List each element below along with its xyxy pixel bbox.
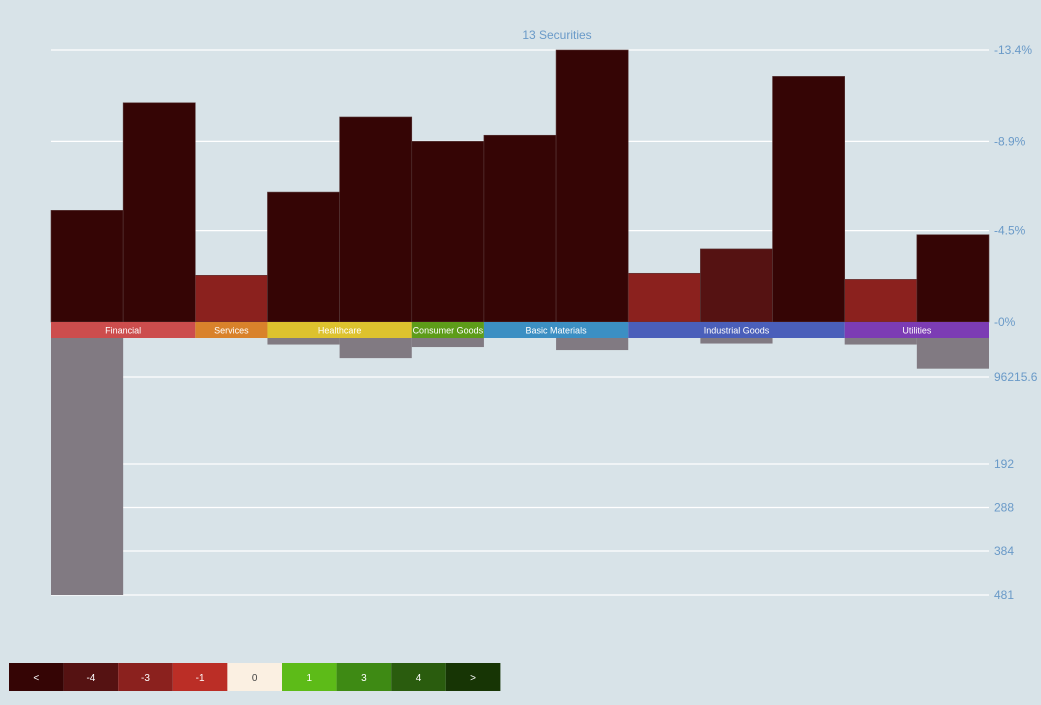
bottom-axis-tick-label: 96215.6	[994, 370, 1038, 384]
sector-label: Services	[214, 326, 249, 336]
sector-label: Healthcare	[318, 326, 362, 336]
price-change-bar	[916, 234, 990, 323]
price-change-bar	[700, 248, 773, 323]
legend-swatch	[445, 663, 501, 691]
top-axis-tick-label: -4.5%	[994, 224, 1026, 238]
bottom-axis-tick-label: 288	[994, 501, 1014, 515]
sector-band-segment	[411, 322, 484, 338]
volume-bar	[916, 338, 989, 369]
legend-swatch	[118, 663, 173, 691]
price-change-bar	[772, 76, 845, 323]
legend-swatch	[9, 663, 64, 691]
bottom-axis-tick-label: 481	[994, 588, 1014, 602]
sector-band-segment	[483, 322, 629, 338]
top-axis-tick-label: -0%	[994, 315, 1016, 329]
legend-swatch	[336, 663, 392, 691]
price-change-bar	[122, 102, 196, 323]
price-change-bar	[844, 279, 918, 323]
price-change-bar	[411, 141, 485, 323]
legend-swatch	[63, 663, 119, 691]
price-change-bar	[555, 49, 629, 323]
legend-label: 4	[416, 673, 422, 684]
legend-swatch	[391, 663, 446, 691]
legend-label: 0	[252, 673, 258, 684]
bottom-axis-tick-label: 384	[994, 544, 1014, 558]
sector-label: Basic Materials	[526, 326, 588, 336]
legend-label: >	[470, 673, 476, 684]
legend-label: 3	[361, 673, 367, 684]
volume-bar	[339, 338, 412, 359]
top-axis-tick-label: -8.9%	[994, 134, 1026, 148]
sector-label: Industrial Goods	[704, 326, 770, 336]
sector-label: Financial	[105, 326, 141, 336]
legend-swatch	[172, 663, 228, 691]
sector-band-segment	[628, 322, 845, 338]
price-change-bar	[483, 134, 557, 323]
legend-swatch	[227, 663, 282, 691]
price-change-bar	[267, 191, 340, 323]
price-change-bar	[195, 275, 268, 323]
volume-bar	[844, 338, 917, 345]
legend-label: 1	[307, 673, 313, 684]
volume-bar	[411, 338, 484, 348]
price-change-bars	[50, 49, 990, 323]
price-change-bar	[339, 116, 413, 323]
color-legend: < -4 -3 -1 0 1 3 4 >	[9, 663, 501, 691]
sector-band-segment	[51, 322, 196, 338]
top-axis-tick-label: -13.4%	[994, 43, 1032, 57]
volume-bar	[51, 338, 124, 595]
volume-bars	[51, 338, 989, 595]
sector-label: Utilities	[902, 326, 932, 336]
bottom-axis-tick-label: 192	[994, 457, 1014, 471]
sector-label: Consumer Goods	[413, 326, 484, 336]
legend-swatch	[282, 663, 337, 691]
legend-label: -1	[196, 673, 205, 684]
price-change-bar	[627, 272, 701, 323]
chart-title: 13 Securities	[522, 28, 591, 42]
legend-label: <	[33, 673, 39, 684]
legend-label: -3	[141, 673, 150, 684]
volume-bar	[556, 338, 629, 351]
legend-label: -4	[86, 673, 95, 684]
sector-band: Financial Services Healthcare Consumer Good…	[51, 322, 989, 338]
volume-bar	[267, 338, 340, 345]
sector-band-segment	[195, 322, 268, 338]
volume-bar	[700, 338, 773, 344]
axis-labels: -13.4% -8.9% -4.5% -0% 96215.6 192 288 384 481	[994, 43, 1038, 602]
sector-band-segment	[844, 322, 989, 338]
price-change-bar	[50, 210, 124, 323]
sector-band-segment	[267, 322, 412, 338]
